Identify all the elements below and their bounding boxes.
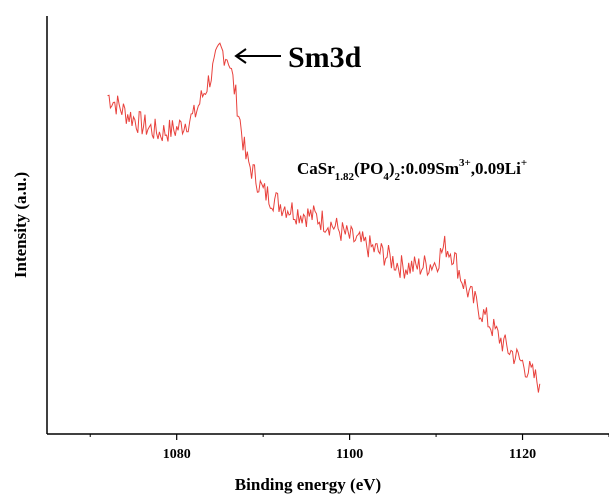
sm3d-arrow-head	[234, 48, 247, 64]
x-tick-label: 1120	[509, 447, 536, 462]
formula-label: CaSr1.82(PO4)2:0.09Sm3+,0.09Li+	[297, 157, 527, 183]
y-axis-title: Intensity (a.u.)	[11, 172, 30, 278]
formula-text: )	[389, 159, 395, 178]
x-axis-title: Binding energy (eV)	[235, 475, 381, 494]
sm3d-label: Sm3d	[288, 41, 362, 74]
formula-supscript: 3+	[459, 157, 471, 169]
formula-text: :0.09Sm	[400, 159, 459, 178]
formula-subscript: 2	[394, 171, 400, 183]
formula-subscript: 1.82	[335, 171, 355, 183]
x-tick-label: 1100	[336, 447, 363, 462]
formula-text: CaSr	[297, 159, 335, 178]
formula-text: ,0.09Li	[471, 159, 521, 178]
formula-text: (PO	[354, 159, 383, 178]
formula-supscript: +	[521, 157, 527, 169]
formula-subscript: 4	[383, 171, 389, 183]
x-tick-label: 1080	[163, 447, 191, 462]
spectrum-line	[107, 42, 541, 393]
